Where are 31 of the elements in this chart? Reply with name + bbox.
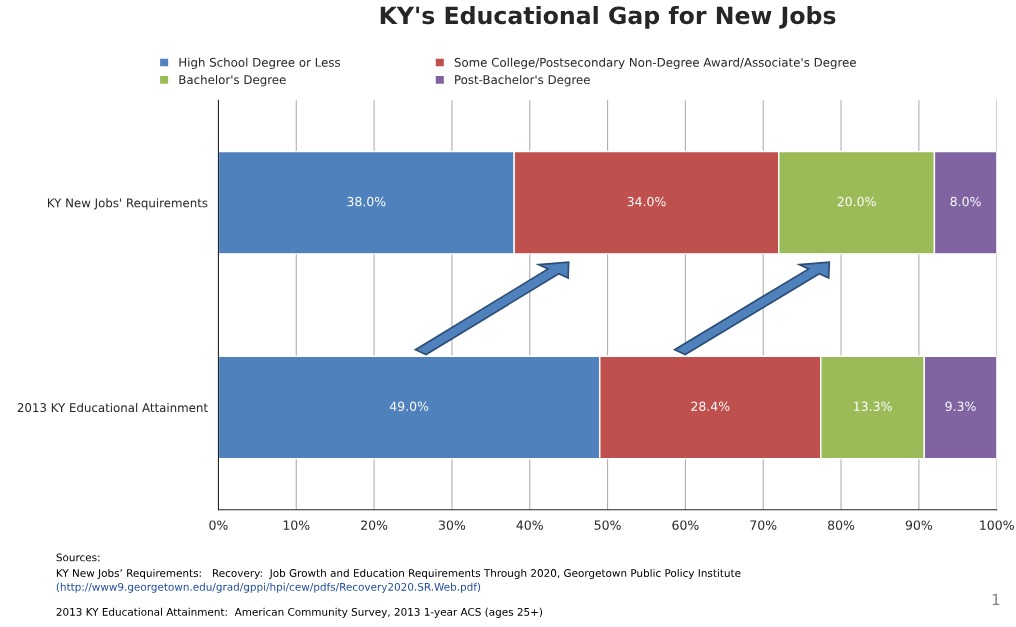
x-tick-label: 30% — [438, 520, 466, 530]
data-label: 34.0% — [627, 196, 666, 207]
x-tick-label: 0% — [209, 520, 228, 530]
x-tick-label: 20% — [361, 520, 388, 530]
data-label: 28.4% — [691, 401, 730, 412]
x-tick-label: 100% — [980, 520, 1014, 530]
y-tick-label: KY New Jobs' Requirements — [47, 198, 208, 210]
x-tick-label: 50% — [594, 520, 621, 530]
text: (http://www9.georgetown.edu/grad/gppi/hpi/cew/pdfs/Recovery2020.SR.Web.pdf) — [56, 582, 481, 593]
legend-label: Post-Bachelor's Degree — [455, 74, 590, 87]
source-note: Sources: — [56, 553, 100, 562]
data-label: 8.0% — [950, 196, 981, 207]
data-label: 20.0% — [837, 196, 876, 207]
x-tick-label: 80% — [828, 520, 855, 530]
x-tick-label: 90% — [905, 520, 933, 530]
data-label: 9.3% — [945, 401, 976, 412]
x-tick-label: 60% — [672, 520, 699, 530]
x-tick-label: 40% — [516, 520, 543, 530]
x-tick-label: 10% — [283, 520, 310, 530]
x-tick-label: 70% — [750, 520, 777, 530]
data-label: 49.0% — [389, 401, 429, 412]
text: 1 — [992, 593, 1000, 606]
data-label: 38.0% — [347, 196, 386, 207]
y-tick-label: 2013 KY Educational Attainment — [17, 402, 208, 413]
text: KY New Jobs’ Requirements: Recovery: Job Growth and Education Requirements Through 2020, Georgetown Public Policy Institute — [56, 568, 741, 580]
legend-label: High School Degree or Less — [179, 57, 341, 70]
data-label: 13.3% — [854, 401, 892, 412]
legend-label: Bachelor's Degree — [179, 74, 286, 87]
chart-title: KY's Educational Gap for New Jobs — [380, 5, 836, 29]
text: 2013 KY Educational Attainment: American Community Survey, 2013 1-year ACS (ages 25+) — [56, 607, 543, 618]
legend-label: Some College/Postsecondary Non-Degree Award/Associate's Degree — [454, 57, 856, 70]
